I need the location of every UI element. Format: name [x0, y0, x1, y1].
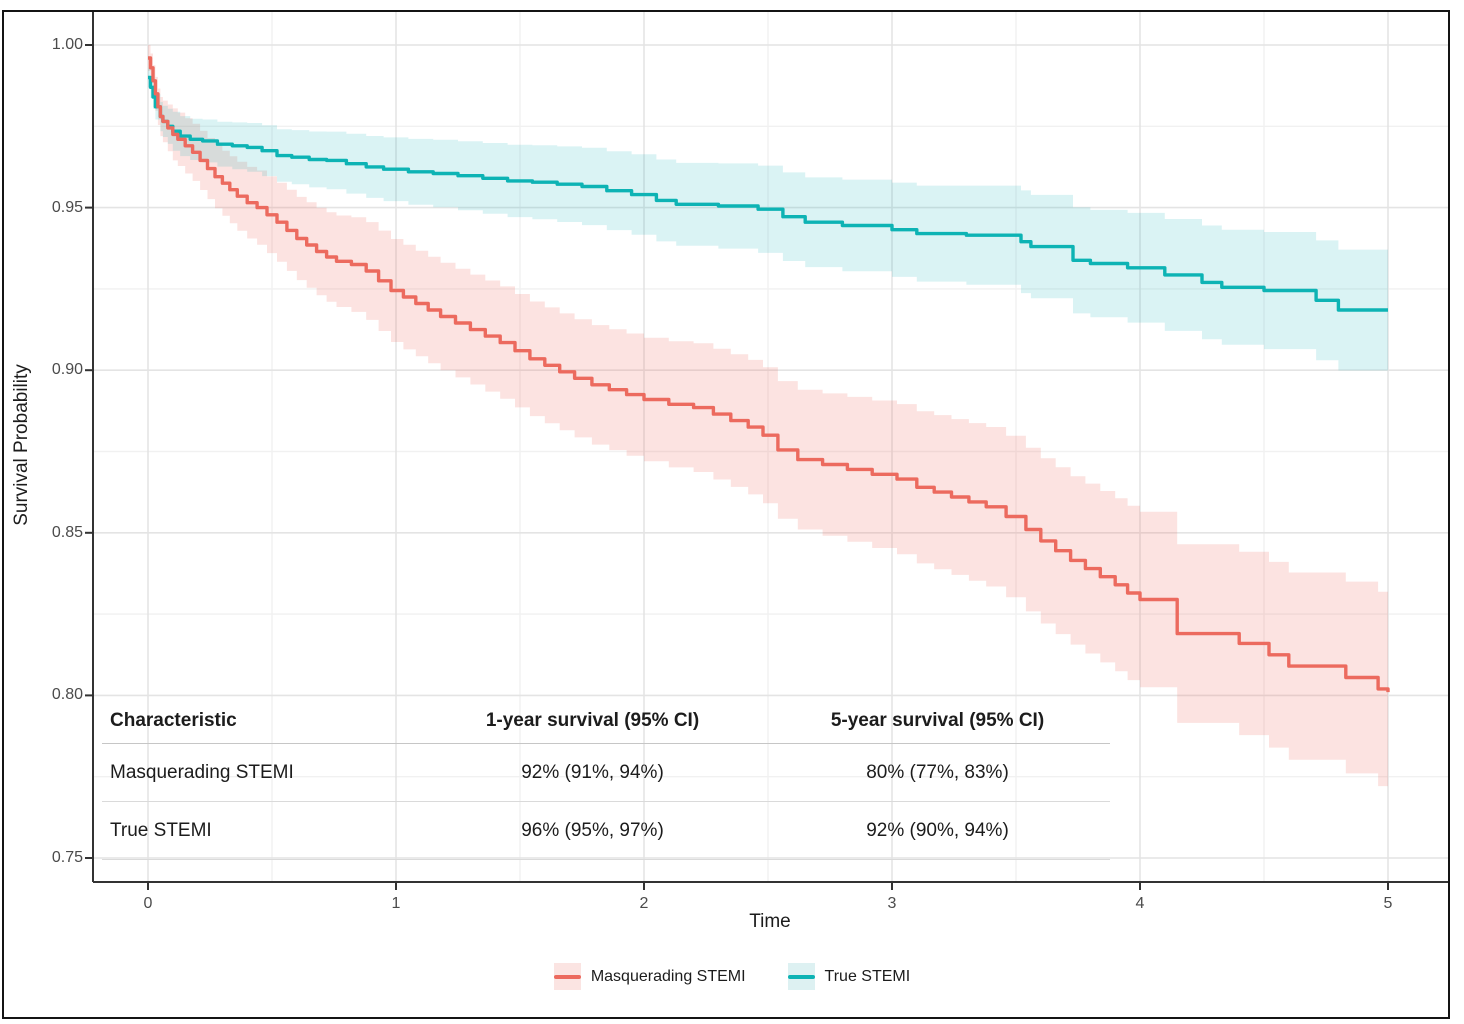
survival-curve-true-stemi	[148, 75, 1388, 312]
x-axis-title: Time	[749, 911, 791, 932]
row-label: Masquerading STEMI	[110, 761, 294, 783]
legend-label: Masquerading STEMI	[590, 967, 746, 985]
table-row-true-stemi: True STEMI 96% (95%, 97%) 92% (90%, 94%)	[102, 802, 1110, 860]
row-label: True STEMI	[110, 819, 212, 841]
summary-table-header-row: Characteristic 1-year survival (95% CI) …	[102, 699, 1110, 744]
legend-item-masquerading-stemi: Masquerading STEMI	[553, 963, 746, 990]
header-1-year-survival: 1-year survival (95% CI)	[485, 710, 700, 731]
grid-minor	[93, 11, 1448, 882]
survival-summary-table: Characteristic 1-year survival (95% CI) …	[102, 699, 1110, 860]
legend-item-true-stemi: True STEMI	[787, 963, 911, 990]
one-year-value: 96% (95%, 97%)	[521, 819, 664, 841]
table-row-masquerading-stemi: Masquerading STEMI 92% (91%, 94%) 80% (7…	[102, 744, 1110, 802]
y-tick-label-0.95: 0.95	[51, 198, 83, 216]
survival-curve-masquerading-stemi	[148, 56, 1390, 693]
legend-swatch-true-stemi-icon	[787, 963, 815, 990]
x-tick-label-5: 5	[1383, 895, 1393, 912]
legend-label: True STEMI	[824, 967, 911, 985]
x-tick-label-4: 4	[1135, 895, 1145, 912]
y-tick-label-0.90: 0.90	[51, 361, 83, 379]
y-tick-label-0.75: 0.75	[51, 849, 83, 866]
header-characteristic: Characteristic	[110, 710, 237, 731]
y-tick-label-0.85: 0.85	[51, 523, 83, 541]
ci-ribbon-masquerading-stemi	[148, 45, 1388, 790]
x-tick-label-0: 0	[143, 895, 153, 912]
x-tick-label-1: 1	[391, 895, 401, 912]
five-year-value: 80% (77%, 83%)	[866, 761, 1009, 783]
legend-line-icon	[787, 974, 815, 979]
ci-ribbon-true-stemi	[148, 67, 1388, 372]
legend-swatch-masquerading-stemi-icon	[553, 963, 581, 990]
y-tick-label-1.00: 1.00	[51, 36, 83, 53]
header-5-year-survival: 5-year survival (95% CI)	[830, 710, 1045, 731]
legend-line-icon	[553, 974, 581, 979]
one-year-value: 92% (91%, 94%)	[521, 761, 664, 783]
x-tick-label-2: 2	[639, 895, 649, 912]
x-tick-label-3: 3	[887, 895, 897, 912]
axis-lines	[85, 11, 1448, 890]
five-year-value: 92% (90%, 94%)	[866, 819, 1009, 841]
y-axis-title: Survival Probability	[11, 364, 32, 526]
plot-legend: Masquerading STEMI True STEMI	[0, 963, 1464, 990]
y-tick-label-0.80: 0.80	[51, 686, 83, 704]
